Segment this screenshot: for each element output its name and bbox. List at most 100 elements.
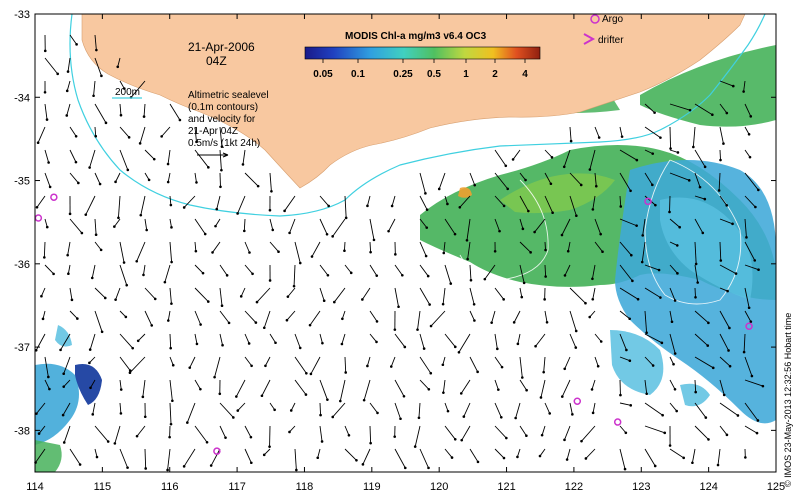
velocity-arrow <box>69 34 77 45</box>
velocity-arrow <box>515 402 521 419</box>
velocity-arrow-head <box>728 364 732 368</box>
velocity-arrow <box>44 356 49 378</box>
velocity-arrow <box>644 333 663 344</box>
velocity-arrow <box>744 287 750 308</box>
velocity-arrow-head <box>170 226 173 229</box>
velocity-arrow-head <box>40 294 43 298</box>
velocity-arrow <box>263 310 271 328</box>
velocity-arrow-head <box>560 395 564 398</box>
velocity-arrow-head <box>43 256 46 259</box>
velocity-arrow <box>237 195 246 214</box>
velocity-arrow <box>244 333 250 344</box>
velocity-arrow-head <box>375 320 379 323</box>
velocity-arrow-head <box>726 289 729 293</box>
velocity-arrow-head <box>711 113 714 116</box>
velocity-arrow <box>519 264 525 283</box>
velocity-arrow-head <box>390 204 394 208</box>
velocity-arrow-head <box>320 440 324 443</box>
velocity-arrow-head <box>562 165 566 169</box>
velocity-arrow <box>44 57 59 75</box>
velocity-arrow-head <box>641 234 645 237</box>
velocity-arrow-head <box>298 346 302 350</box>
velocity-arrow-head <box>731 84 735 88</box>
velocity-arrow-head <box>62 441 66 444</box>
velocity-arrow-head <box>698 185 702 189</box>
velocity-arrow <box>136 425 146 437</box>
velocity-arrow-head <box>694 296 697 299</box>
velocity-arrow <box>119 264 128 286</box>
velocity-arrow <box>94 172 101 185</box>
velocity-arrow-head <box>427 466 430 470</box>
x-tick-label: 121 <box>497 481 515 493</box>
velocity-arrow-head <box>145 228 148 232</box>
velocity-arrow <box>319 264 329 276</box>
velocity-arrow-head <box>525 388 528 392</box>
velocity-arrow-head <box>331 235 334 238</box>
velocity-arrow-head <box>538 454 542 458</box>
velocity-arrow-head <box>465 238 469 242</box>
velocity-arrow-head <box>67 272 70 276</box>
velocity-arrow <box>66 80 71 91</box>
velocity-arrow <box>294 379 307 395</box>
velocity-arrow <box>719 218 733 225</box>
velocity-arrow <box>419 241 427 257</box>
velocity-arrow-head <box>389 365 393 368</box>
velocity-arrow <box>219 287 223 306</box>
velocity-arrow-head <box>673 299 677 302</box>
velocity-arrow <box>167 172 171 183</box>
velocity-arrow <box>139 126 146 144</box>
velocity-arrow-head <box>62 385 66 388</box>
velocity-arrow <box>363 379 371 401</box>
velocity-arrow-head <box>117 216 120 220</box>
velocity-arrow-head <box>94 134 98 138</box>
velocity-arrow-head <box>675 244 679 247</box>
velocity-arrow <box>619 172 631 192</box>
colorbar-tick-label: 0.25 <box>393 69 413 80</box>
velocity-arrow-head <box>142 273 145 277</box>
scale-arrow-head <box>222 152 229 158</box>
velocity-arrow-head <box>286 295 290 298</box>
velocity-arrow-head <box>563 438 566 442</box>
velocity-arrow-head <box>95 455 99 459</box>
velocity-arrow-head <box>707 438 710 441</box>
velocity-arrow-head <box>119 412 123 415</box>
velocity-arrow <box>461 425 471 441</box>
velocity-arrow-head <box>128 371 132 375</box>
velocity-arrow <box>419 264 429 277</box>
velocity-arrow <box>219 425 226 438</box>
velocity-arrow-head <box>66 70 70 73</box>
velocity-arrow <box>594 356 599 367</box>
x-tick-label: 122 <box>565 481 583 493</box>
velocity-arrow-head <box>534 344 537 348</box>
velocity-arrow <box>38 425 46 434</box>
velocity-arrow-head <box>59 348 62 352</box>
velocity-arrow-head <box>308 323 312 327</box>
velocity-arrow <box>332 402 346 418</box>
velocity-arrow-head <box>429 371 433 375</box>
velocity-arrow <box>694 172 701 188</box>
velocity-arrow <box>169 103 181 121</box>
velocity-arrow-head <box>319 413 322 417</box>
velocity-arrow-head <box>566 249 570 253</box>
velocity-arrow <box>444 333 456 348</box>
velocity-arrow-head <box>624 431 628 435</box>
velocity-arrow <box>592 287 596 300</box>
velocity-arrow-head <box>449 282 453 285</box>
velocity-arrow-head <box>706 344 710 347</box>
velocity-arrow <box>443 241 446 253</box>
velocity-arrow-head <box>502 456 506 460</box>
velocity-arrow <box>369 310 378 322</box>
velocity-arrow <box>444 218 456 235</box>
velocity-arrow-head <box>719 158 722 162</box>
velocity-arrow <box>66 103 71 116</box>
velocity-arrow-head <box>580 439 583 443</box>
velocity-arrow-head <box>74 134 78 138</box>
velocity-arrow <box>592 195 596 210</box>
velocity-arrow-head <box>527 209 530 213</box>
velocity-arrow-head <box>119 388 123 391</box>
velocity-arrow-head <box>124 315 128 319</box>
velocity-arrow-head <box>654 203 657 207</box>
velocity-arrow-head <box>262 326 266 330</box>
velocity-arrow <box>89 356 96 364</box>
velocity-arrow-head <box>459 392 463 395</box>
